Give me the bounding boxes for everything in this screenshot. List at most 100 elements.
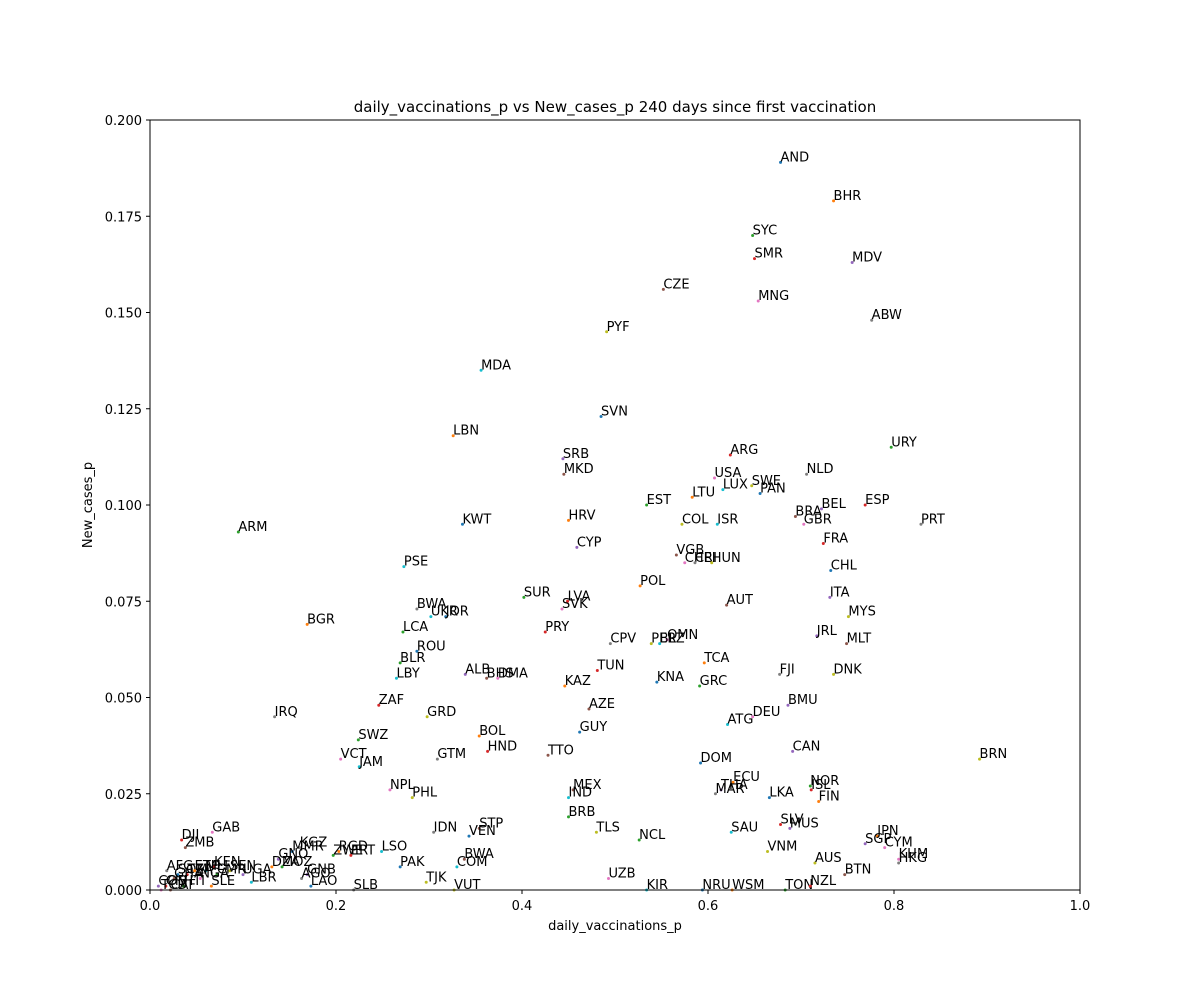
data-point — [863, 842, 867, 846]
point-label: SLE — [211, 874, 235, 889]
point-label: GUY — [580, 720, 608, 735]
data-point — [486, 749, 490, 753]
data-point — [699, 761, 703, 765]
point-label: THA — [720, 778, 748, 793]
data-point — [228, 869, 232, 873]
data-point — [339, 757, 343, 761]
point-label: PHL — [412, 786, 438, 801]
data-point — [661, 287, 665, 291]
data-point — [726, 722, 730, 726]
point-label: LUX — [723, 478, 748, 493]
data-point — [305, 873, 309, 877]
data-point — [349, 853, 353, 857]
point-label: MMR — [292, 840, 323, 855]
point-label: SAU — [731, 820, 758, 835]
point-label: USA — [715, 466, 742, 481]
point-label: GBR — [804, 512, 832, 527]
data-point — [560, 607, 564, 611]
data-point — [176, 873, 180, 877]
data-point — [665, 638, 669, 642]
point-label: SUR — [524, 585, 551, 600]
data-point — [567, 518, 570, 522]
point-label: PRT — [921, 512, 945, 527]
point-label: ISR — [717, 512, 738, 527]
data-point — [779, 823, 783, 827]
point-label: BRA — [795, 505, 821, 520]
point-label: ABW — [872, 308, 902, 323]
point-label: SLB — [354, 878, 378, 893]
data-point — [280, 865, 284, 869]
point-label: ALB — [465, 662, 490, 677]
point-label: UGA — [243, 863, 272, 878]
data-point — [637, 838, 641, 842]
point-label: AUT — [727, 593, 753, 608]
point-label: GTM — [437, 747, 466, 762]
point-label: NZL — [810, 874, 837, 889]
point-label: BRB — [569, 805, 596, 820]
data-point — [156, 884, 160, 888]
data-point — [674, 553, 678, 557]
data-point — [479, 368, 483, 372]
point-label: BWA — [417, 597, 447, 612]
point-label: VUT — [454, 878, 480, 893]
data-point — [402, 565, 406, 569]
y-tick-label: 0.025 — [105, 788, 142, 803]
data-point — [181, 884, 185, 888]
point-label: NLD — [807, 462, 834, 477]
point-label: ECU — [733, 770, 760, 785]
data-point — [575, 545, 579, 549]
point-label: KAZ — [565, 674, 591, 689]
y-tick-label: 0.100 — [105, 499, 142, 514]
data-point — [729, 830, 733, 834]
data-point — [432, 830, 436, 834]
point-label: DJI — [182, 828, 200, 843]
point-label: ISL — [811, 778, 831, 793]
point-label: MDA — [481, 358, 511, 373]
point-label: CIV — [166, 874, 188, 889]
point-label: TTO — [547, 743, 574, 758]
point-label: ROU — [417, 639, 446, 654]
point-label: SEN — [230, 859, 256, 874]
point-label: LKA — [769, 786, 794, 801]
point-label: ARG — [730, 443, 758, 458]
point-label: AZE — [589, 697, 615, 712]
y-tick-label: 0.175 — [105, 210, 142, 225]
data-point — [424, 880, 428, 884]
data-point — [451, 434, 455, 438]
data-point — [919, 522, 923, 526]
point-label: DMA — [498, 666, 528, 681]
point-label: CAN — [793, 739, 821, 754]
data-point — [680, 522, 684, 526]
point-label: TON — [784, 878, 813, 893]
data-point — [273, 715, 277, 719]
data-point — [164, 884, 168, 888]
data-point — [460, 522, 464, 526]
data-point — [702, 661, 706, 665]
point-label: BHR — [834, 189, 862, 204]
data-point — [605, 330, 609, 334]
data-point — [875, 834, 879, 838]
data-point — [832, 199, 836, 203]
data-point — [249, 880, 253, 884]
point-label: GNQ — [278, 847, 308, 862]
data-point — [543, 630, 547, 634]
data-point — [298, 846, 302, 850]
data-point — [766, 850, 770, 853]
data-point — [828, 595, 832, 599]
data-point — [180, 838, 184, 842]
point-label: COL — [682, 512, 709, 527]
point-label: FJI — [780, 662, 795, 677]
data-point — [165, 869, 169, 873]
point-label: NPL — [390, 778, 416, 793]
data-point — [750, 484, 754, 488]
data-point — [236, 530, 240, 534]
data-point — [713, 792, 717, 796]
point-label: FIN — [819, 789, 840, 804]
data-point — [889, 445, 893, 449]
data-point — [183, 846, 187, 850]
data-point — [357, 765, 361, 769]
data-point — [467, 834, 471, 838]
data-point — [210, 830, 214, 834]
point-label: SLV — [781, 813, 804, 828]
